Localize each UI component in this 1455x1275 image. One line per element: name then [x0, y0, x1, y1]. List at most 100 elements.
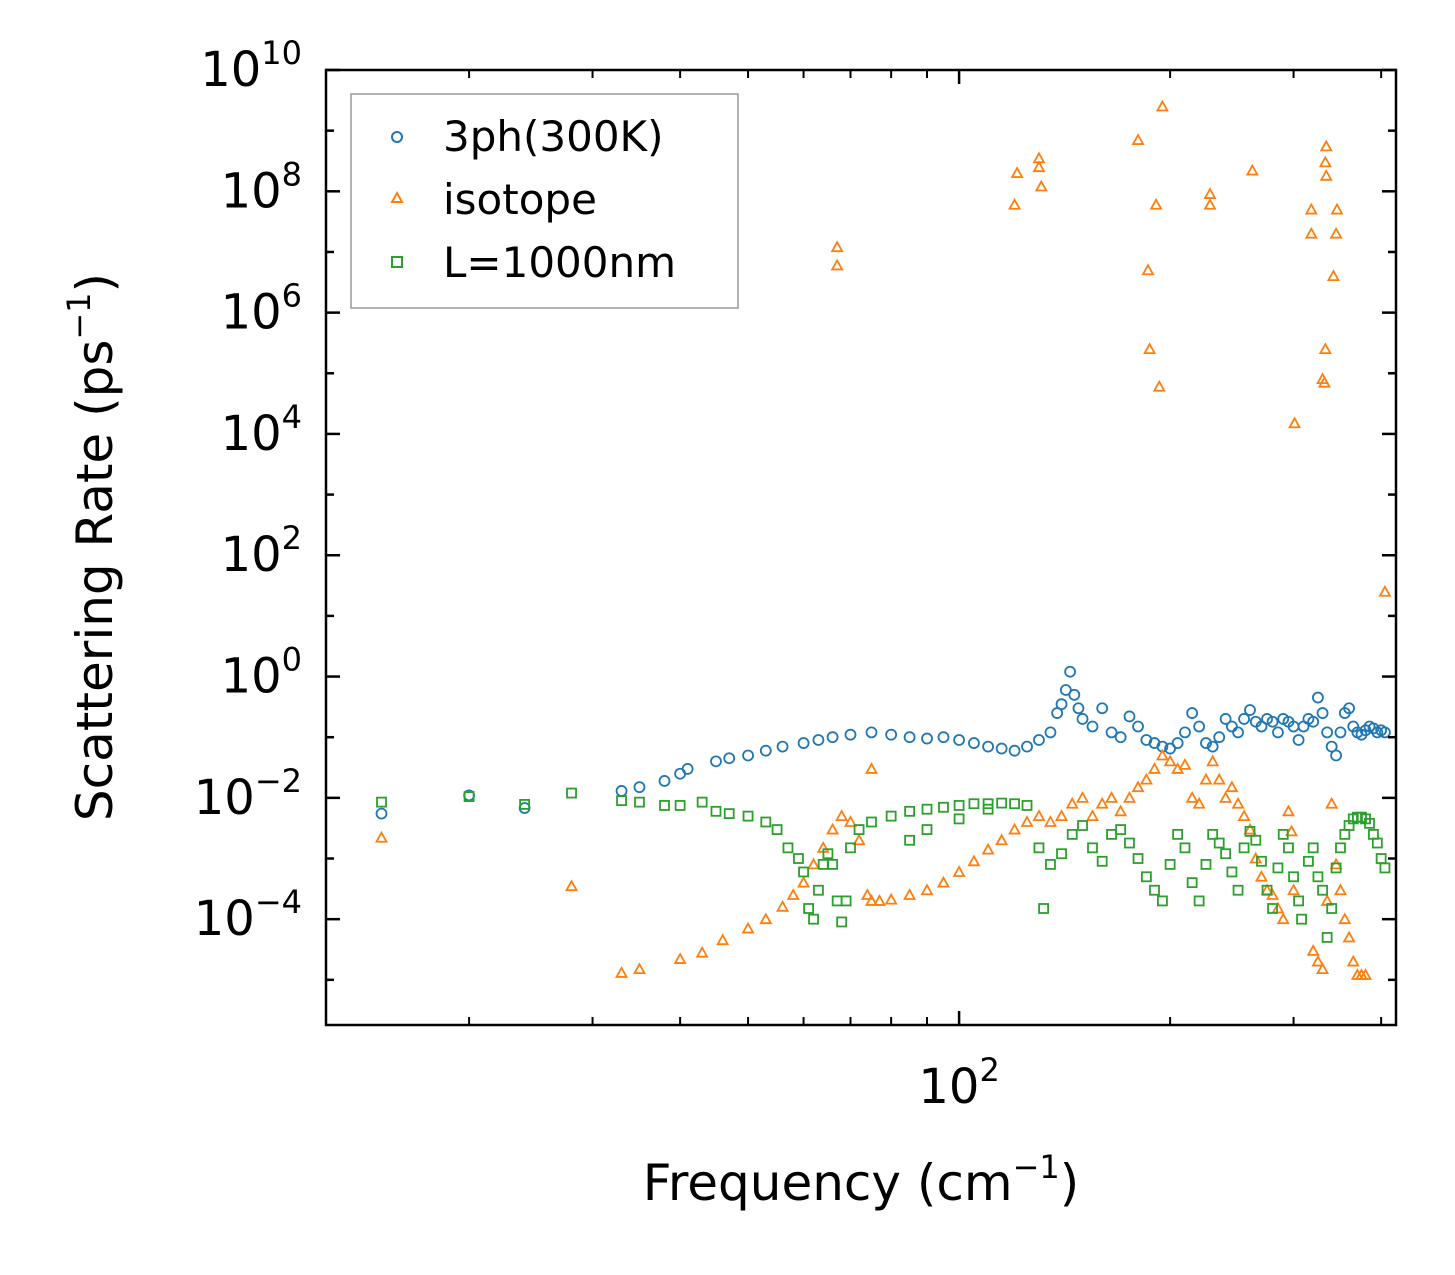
data-point [742, 810, 754, 822]
data-point [1105, 726, 1118, 739]
data-point [1140, 871, 1152, 883]
data-point [1304, 202, 1318, 215]
data-point [1021, 800, 1033, 811]
data-point [953, 813, 965, 825]
data-point [1096, 702, 1109, 715]
data-point [1207, 828, 1219, 840]
data-point [884, 892, 898, 905]
data-point [807, 857, 821, 870]
data-point [1193, 895, 1205, 907]
legend-label-l1000nm: L=1000nm [443, 238, 676, 287]
data-point [1255, 720, 1268, 733]
data-point [1379, 726, 1391, 739]
data-point [1068, 688, 1081, 701]
data-point [830, 258, 844, 271]
data-point [1276, 912, 1290, 925]
data-point [885, 810, 897, 822]
data-point [1155, 748, 1169, 761]
data-point [1054, 809, 1069, 822]
data-point [1087, 842, 1098, 854]
data-point [710, 755, 722, 768]
data-point [1123, 710, 1136, 723]
data-point [1283, 842, 1294, 854]
y-tick-label: 108 [221, 155, 302, 219]
data-point [982, 740, 995, 753]
data-point [1132, 853, 1144, 864]
data-point [1206, 754, 1220, 767]
data-point [659, 800, 670, 811]
data-point [1238, 713, 1250, 725]
data-point [982, 803, 994, 815]
data-point [1038, 903, 1050, 914]
data-point [1318, 155, 1332, 168]
data-point [1077, 820, 1088, 831]
data-point [786, 888, 800, 900]
data-point [1379, 862, 1391, 874]
data-point [860, 888, 874, 900]
data-point [695, 945, 709, 958]
data-point [1178, 758, 1192, 770]
data-point [836, 916, 848, 928]
data-point [1033, 734, 1045, 746]
data-point [1244, 704, 1256, 716]
data-point [1056, 848, 1067, 860]
data-point [1131, 780, 1145, 793]
data-point [1076, 713, 1089, 725]
data-point [1288, 416, 1302, 429]
data-point [903, 888, 917, 900]
data-point [1272, 726, 1284, 739]
data-point [1232, 884, 1244, 896]
data-point [1333, 883, 1348, 896]
data-point [1237, 809, 1251, 822]
y-tick-label: 10−4 [194, 883, 302, 947]
data-point [1033, 842, 1045, 854]
data-point [1330, 749, 1343, 762]
data-point [1254, 869, 1269, 882]
data-point [1179, 726, 1191, 739]
data-point [1317, 884, 1328, 896]
data-point [1330, 862, 1342, 874]
data-point [519, 799, 531, 810]
data-point [1304, 226, 1318, 239]
data-point [1329, 226, 1343, 239]
data-point [853, 824, 865, 835]
data-point [633, 781, 646, 794]
data-point [1316, 962, 1330, 975]
data-point [1220, 848, 1232, 860]
data-point [797, 875, 811, 888]
series-1 [374, 99, 1392, 980]
data-point [1284, 824, 1299, 837]
data-point [1143, 342, 1157, 355]
data-point [1122, 791, 1136, 803]
data-point [995, 833, 1009, 846]
data-point [852, 833, 866, 846]
data-point [1261, 713, 1273, 725]
data-point [813, 884, 824, 896]
data-point [885, 728, 898, 741]
data-point [1256, 855, 1267, 867]
data-point [952, 865, 966, 877]
data-point [1008, 822, 1022, 835]
data-point [696, 796, 708, 808]
series-2 [376, 787, 1391, 943]
data-point [1267, 903, 1278, 914]
data-point [1219, 713, 1232, 725]
data-point [1055, 698, 1068, 711]
data-point [616, 795, 627, 807]
data-point [803, 903, 814, 914]
data-point [463, 791, 475, 802]
x-axis-label: Frequency (cm−1) [643, 1148, 1080, 1212]
data-point [921, 732, 933, 745]
data-point [1330, 202, 1344, 215]
data-point [1044, 726, 1057, 739]
data-point [1096, 855, 1108, 867]
data-point [566, 787, 577, 799]
data-point [1059, 684, 1072, 696]
data-point [1085, 809, 1100, 822]
data-point [1131, 133, 1145, 145]
data-point [835, 809, 849, 822]
data-point [1157, 895, 1168, 907]
data-point [1147, 762, 1162, 774]
data-point [864, 894, 879, 906]
